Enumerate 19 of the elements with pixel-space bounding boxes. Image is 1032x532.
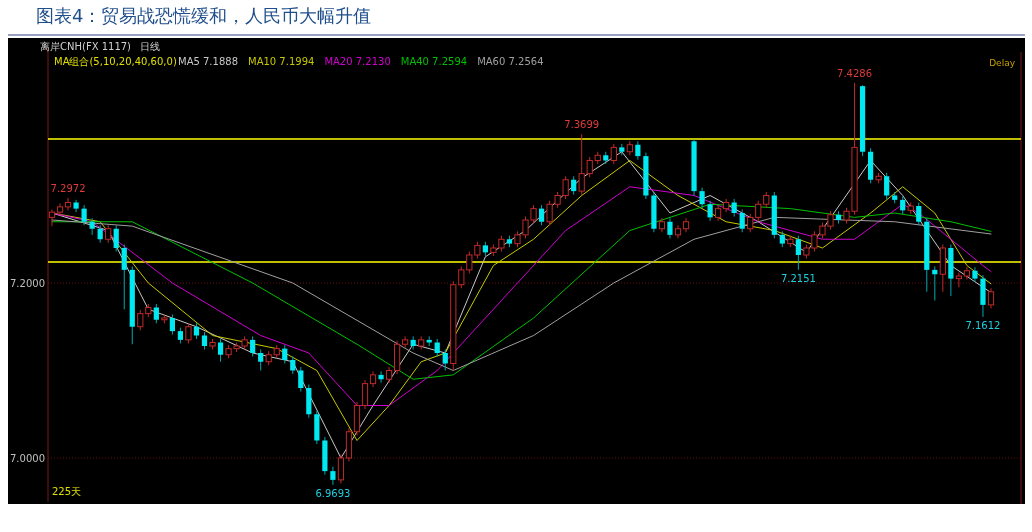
annotation: 225天 bbox=[52, 486, 82, 497]
text: MA10 7.1994 bbox=[248, 56, 315, 67]
y-tick-label: 7.2000 bbox=[10, 278, 45, 289]
annotation: 6.9693 bbox=[315, 487, 351, 499]
annotation: 7.3699 bbox=[564, 119, 600, 131]
annotation: 7.2972 bbox=[50, 182, 86, 194]
text: MA5 7.1888 bbox=[178, 56, 238, 67]
text: MA40 7.2594 bbox=[400, 56, 468, 67]
annotation: 7.2151 bbox=[780, 272, 816, 284]
annotation: Delay bbox=[989, 58, 1016, 68]
chart-title: 图表4：贸易战恐慌缓和，人民币大幅升值 bbox=[36, 5, 372, 26]
annotation: 日线 bbox=[140, 41, 160, 52]
annotation: 7.1612 bbox=[965, 319, 1001, 331]
annotation: 7.4286 bbox=[837, 67, 873, 79]
annotation: 离岸CNH(FX 1117) bbox=[40, 41, 132, 52]
annotation: MA组合(5,10,20,40,60,0) bbox=[54, 56, 177, 67]
text: MA60 7.2564 bbox=[477, 56, 544, 67]
text: MA20 7.2130 bbox=[324, 56, 391, 67]
y-tick-label: 7.0000 bbox=[10, 453, 45, 464]
